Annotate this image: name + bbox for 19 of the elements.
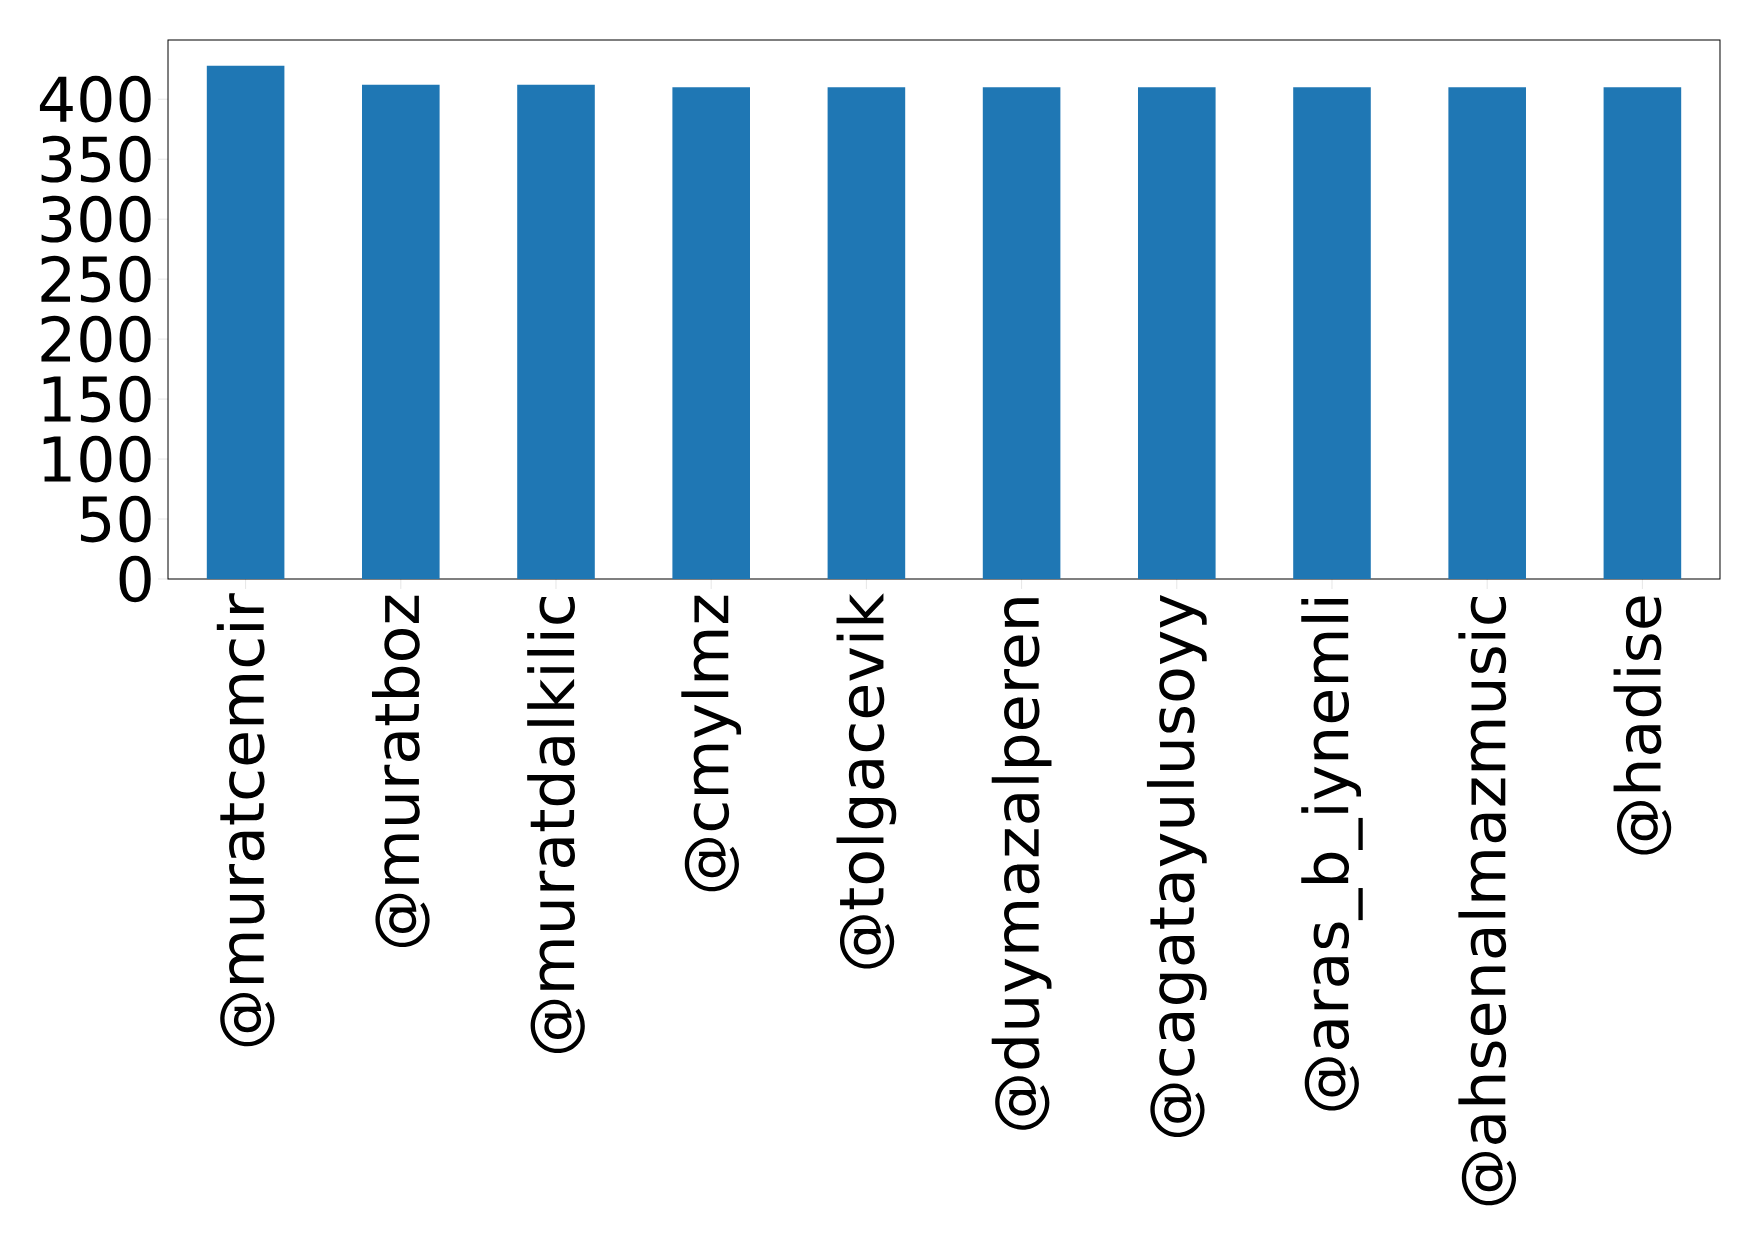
x-tick-label: @muratdalkilic <box>527 596 585 1054</box>
y-tick-label: 50 <box>80 495 151 543</box>
y-tick-label: 300 <box>41 195 151 243</box>
x-tick-label: @muratboz <box>371 595 430 948</box>
x-tick-label: @duymazalperen <box>991 598 1052 1130</box>
y-tick-label: 150 <box>43 375 151 423</box>
y-tick-label: 0 <box>119 555 151 603</box>
y-tick-label: 350 <box>41 135 151 183</box>
y-tick-label: 400 <box>39 75 151 123</box>
x-tick-label: @cagatayulusoyy <box>1146 594 1207 1137</box>
y-tick-label: 100 <box>43 435 151 483</box>
y-tick-label: 250 <box>41 255 151 303</box>
x-tick-label: @muratcemcir <box>216 593 275 1047</box>
x-tick-label: @cmylmz <box>681 595 742 892</box>
x-tick-label: @aras_b_iynemli <box>1301 598 1363 1111</box>
x-tick-label: @tolgacevik <box>836 593 897 969</box>
x-tick-label: @ahsenalmazmusic <box>1458 596 1517 1206</box>
x-tick-label: @hadise <box>1613 596 1672 855</box>
y-tick-label: 200 <box>41 315 151 363</box>
